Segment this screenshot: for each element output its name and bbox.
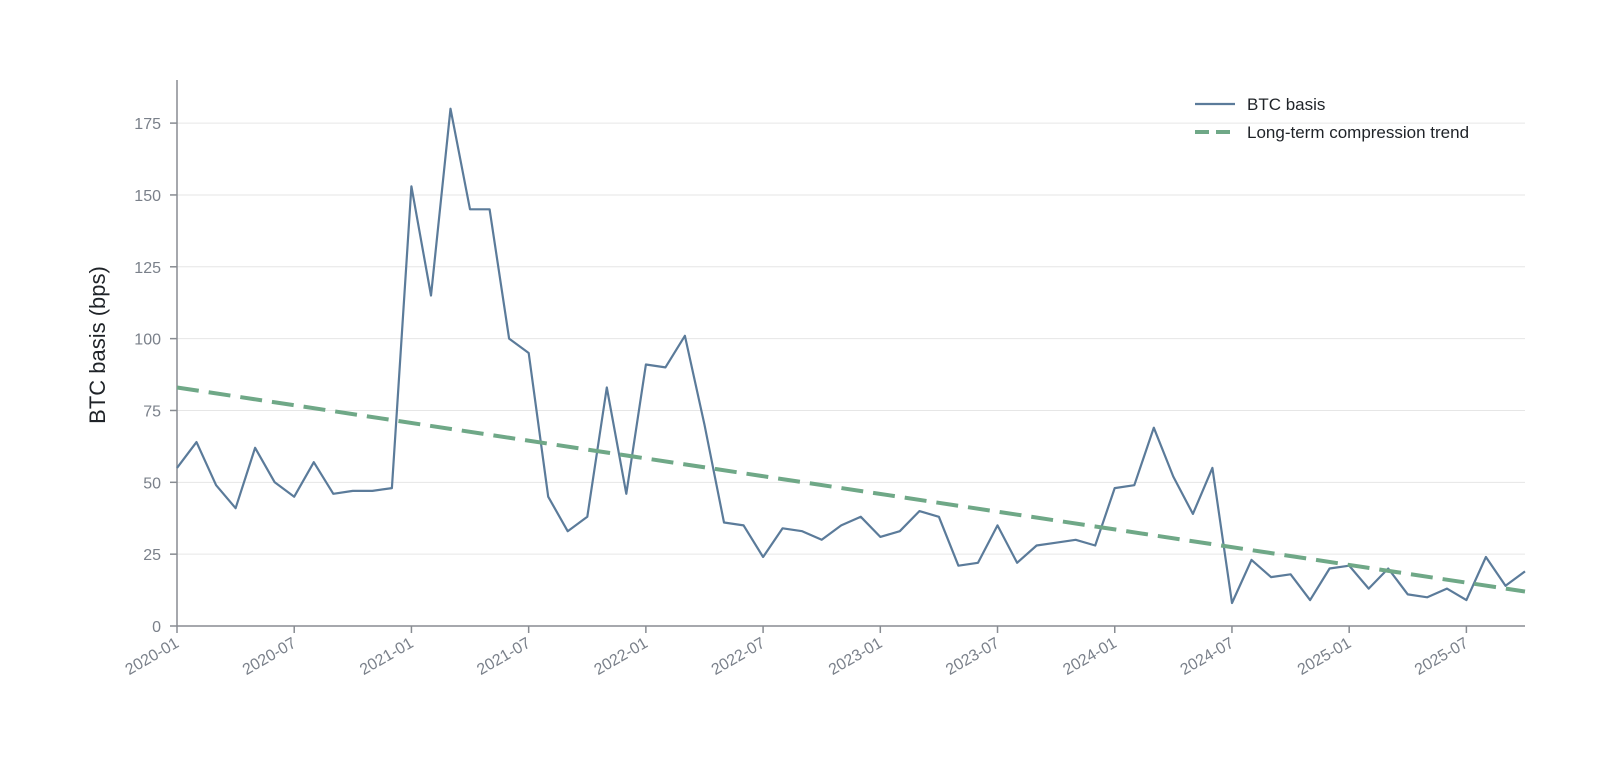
y-tick-label-125: 125 xyxy=(134,260,161,277)
x-tick-label-2021-01: 2021-01 xyxy=(357,635,416,679)
axes xyxy=(177,80,1525,626)
y-tick-label-50: 50 xyxy=(143,475,161,492)
y-axis-ticks: 0 25 50 75 100 125 150 175 xyxy=(134,116,177,636)
legend-label-1: Long-term compression trend xyxy=(1247,123,1469,142)
y-axis-title: BTC basis (bps) xyxy=(85,266,110,424)
legend-label-0: BTC basis xyxy=(1247,95,1325,114)
x-tick-label-2024-01: 2024-01 xyxy=(1060,635,1119,679)
y-tick-label-75: 75 xyxy=(143,403,161,420)
x-tick-label-2020-01: 2020-01 xyxy=(123,635,182,679)
legend: BTC basis Long-term compression trend xyxy=(1195,95,1469,142)
y-tick-label-0: 0 xyxy=(152,619,161,636)
y-tick-label-175: 175 xyxy=(134,116,161,133)
x-tick-label-2020-07: 2020-07 xyxy=(240,635,299,679)
series xyxy=(177,109,1525,603)
y-tick-label-100: 100 xyxy=(134,332,161,349)
x-tick-label-2021-07: 2021-07 xyxy=(474,635,533,679)
y-tick-label-25: 25 xyxy=(143,547,161,564)
x-tick-label-2024-07: 2024-07 xyxy=(1178,635,1237,679)
x-axis-ticks: 2020-01 2020-07 2021-01 2021-07 2022-01 2022-… xyxy=(123,626,1472,679)
series-line-btc-basis xyxy=(177,109,1525,603)
x-tick-label-2025-01: 2025-01 xyxy=(1295,635,1354,679)
x-tick-label-2023-07: 2023-07 xyxy=(943,635,1002,679)
x-tick-label-2025-07: 2025-07 xyxy=(1412,635,1471,679)
x-tick-label-2023-01: 2023-01 xyxy=(826,635,885,679)
x-tick-label-2022-01: 2022-01 xyxy=(592,635,651,679)
y-tick-label-150: 150 xyxy=(134,188,161,205)
x-tick-label-2022-07: 2022-07 xyxy=(709,635,768,679)
